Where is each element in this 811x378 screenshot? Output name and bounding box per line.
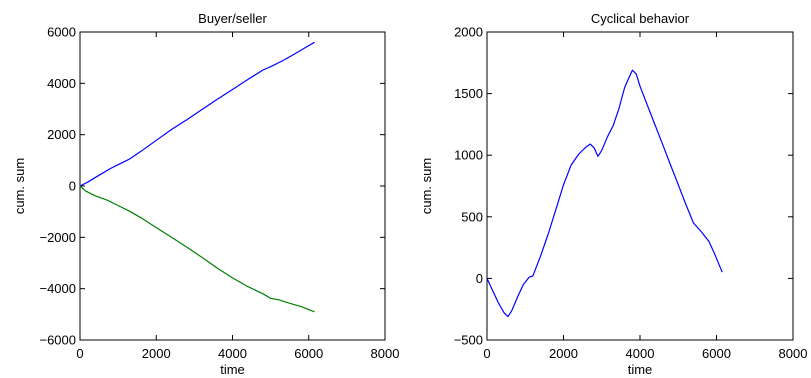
y-tick-label: 0: [69, 179, 76, 194]
chart-title: Buyer/seller: [198, 11, 267, 26]
y-axis-label: cum. sum: [419, 158, 434, 214]
series-line-1: [486, 69, 723, 318]
x-axis-label: time: [628, 362, 653, 377]
x-tick-label: 0: [483, 346, 490, 361]
y-tick-label: −4000: [39, 281, 76, 296]
y-tick-label: 2000: [454, 25, 483, 40]
series-line-1: [79, 41, 315, 187]
series-line-2: [79, 185, 315, 313]
x-tick-label: 6000: [702, 346, 731, 361]
x-tick-label: 2000: [549, 346, 578, 361]
y-tick-label: −2000: [39, 230, 76, 245]
y-tick-label: 1500: [454, 86, 483, 101]
x-tick-label: 4000: [218, 346, 247, 361]
x-tick-label: 6000: [294, 346, 323, 361]
x-tick-label: 2000: [142, 346, 171, 361]
x-tick-label: 4000: [626, 346, 655, 361]
x-tick-label: 0: [76, 346, 83, 361]
plot-frame: [486, 31, 794, 341]
chart-panel-buyer-seller: 0 2000 4000 6000 8000 −6000 −4000 −2000 0 2000 400…: [12, 11, 399, 377]
chart-title: Cyclical behavior: [591, 11, 690, 26]
y-tick-label: 4000: [47, 76, 76, 91]
plot-frame: [79, 31, 386, 341]
x-axis-label: time: [220, 362, 245, 377]
y-tick-label: 1000: [454, 148, 483, 163]
y-tick-label: 500: [461, 209, 483, 224]
x-tick-label: 8000: [779, 346, 808, 361]
y-tick-label: 0: [476, 271, 483, 286]
y-tick-label: 2000: [47, 127, 76, 142]
y-tick-label: 6000: [47, 25, 76, 40]
y-tick-label: −6000: [39, 333, 76, 348]
y-axis-label: cum. sum: [12, 158, 27, 214]
x-tick-label: 8000: [371, 346, 400, 361]
chart-panel-cyclical-behavior: 0 2000 4000 6000 8000−5000500100015002000Cyc…: [419, 11, 807, 377]
y-tick-label: −500: [454, 333, 483, 348]
